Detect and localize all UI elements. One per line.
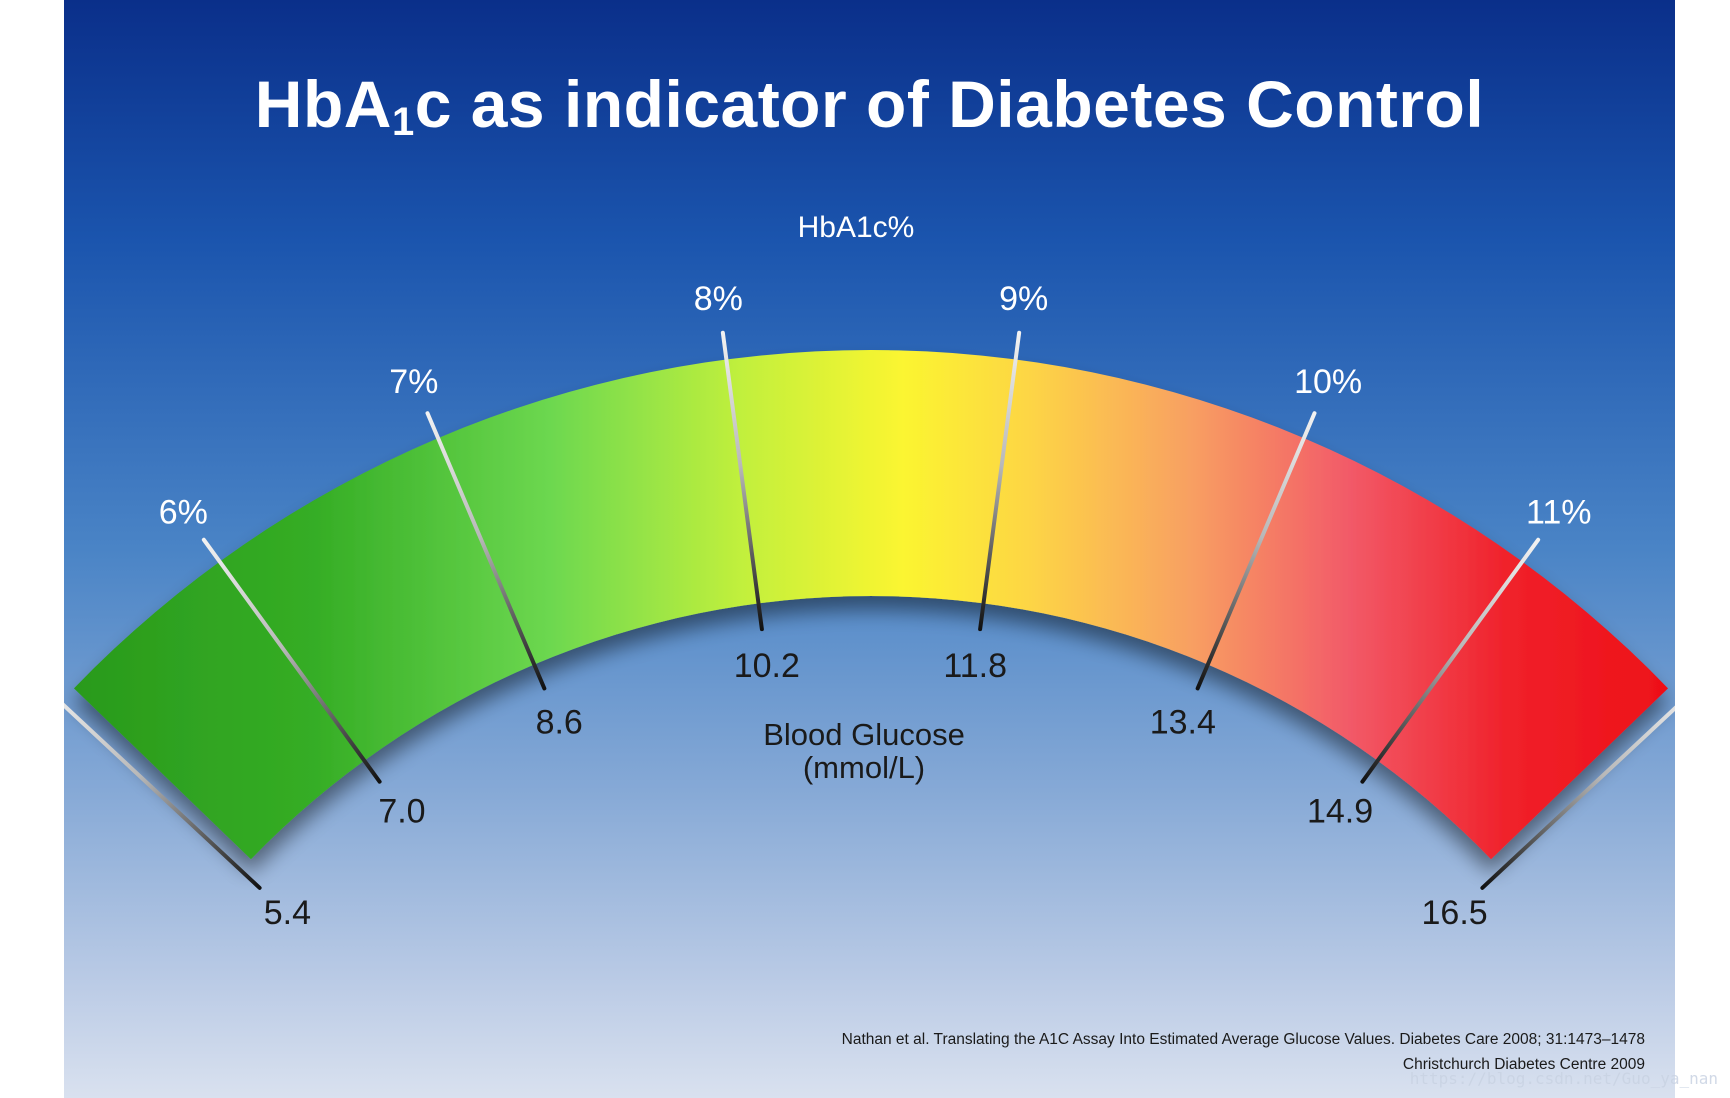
- gauge-tick-line: [201, 537, 382, 784]
- gauge-tick-line: [425, 411, 547, 691]
- gauge-color-band: [73, 350, 1669, 860]
- hba1c-tick-label: 8%: [694, 280, 743, 318]
- blood-glucose-label-line2: (mmol/L): [803, 750, 925, 785]
- gauge-tick-line: [1480, 705, 1675, 890]
- watermark: https://blog.csdn.net/Guo_ya_nan: [1409, 1069, 1718, 1088]
- gauge-tick-line: [64, 702, 262, 890]
- hba1c-tick-label: 7%: [389, 363, 438, 401]
- glucose-tick-label: 8.6: [536, 703, 583, 741]
- reference-source: Christchurch Diabetes Centre 2009: [1402, 1056, 1645, 1073]
- gauge-tick-line: [1195, 411, 1317, 691]
- slide: HbA1c as indicator of Diabetes Control: [64, 0, 1675, 1098]
- hba1c-tick-label: 10%: [1294, 363, 1362, 401]
- gauge-tick-line: [720, 330, 764, 632]
- gauge-tick-line: [978, 330, 1022, 632]
- gauge-tick-line: [1360, 537, 1541, 784]
- glucose-tick-label: 16.5: [1422, 894, 1488, 932]
- glucose-tick-label: 7.0: [378, 792, 425, 830]
- glucose-tick-label: 11.8: [943, 647, 1007, 685]
- glucose-tick-label: 5.4: [264, 894, 311, 932]
- glucose-tick-label: 14.9: [1307, 792, 1373, 830]
- gauge-chart: HbA1c% 5%5.46%7.07%8.68%10.29%11.810%13.…: [64, 211, 1675, 932]
- hba1c-tick-label: 6%: [159, 493, 208, 531]
- blood-glucose-label-line1: Blood Glucose: [763, 717, 965, 752]
- glucose-tick-label: 13.4: [1150, 703, 1216, 741]
- hba1c-tick-label: 11%: [1526, 493, 1592, 531]
- glucose-tick-label: 10.2: [734, 647, 800, 685]
- hba1c-scale-label: HbA1c%: [798, 211, 915, 244]
- hba1c-tick-label: 9%: [999, 280, 1048, 318]
- reference-citation: Nathan et al. Translating the A1C Assay …: [841, 1031, 1645, 1048]
- slide-title: HbA1c as indicator of Diabetes Control: [254, 67, 1485, 144]
